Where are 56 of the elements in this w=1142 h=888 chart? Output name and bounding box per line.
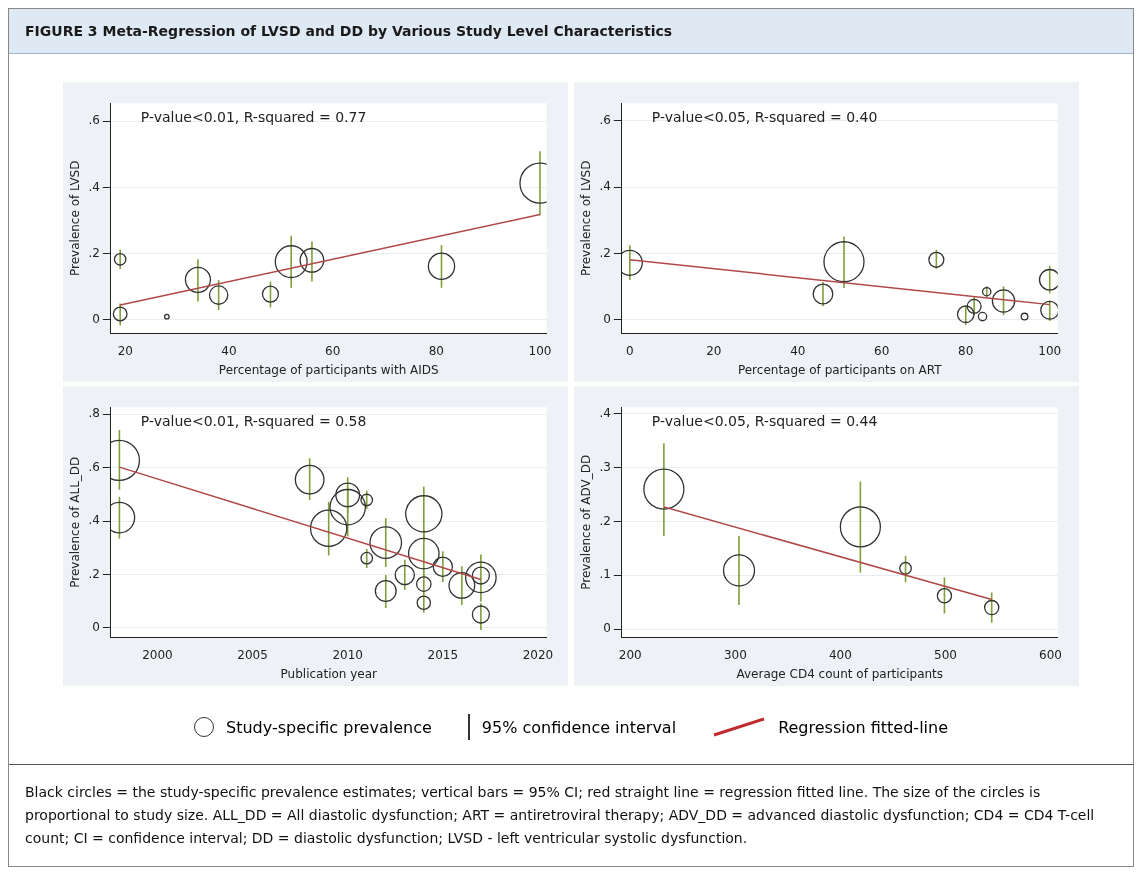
annotation: P-value<0.01, R-squared = 0.77 — [140, 108, 367, 125]
y-axis-title: Prevalence of ALL_DD — [68, 456, 83, 588]
x-tick-label: 2005 — [237, 647, 268, 662]
x-tick-label: 2015 — [427, 647, 459, 662]
x-tick-label: 80 — [958, 343, 974, 358]
y-tick-label: .6 — [88, 113, 100, 128]
x-tick-label: 600 — [1039, 647, 1063, 662]
x-axis-title: Average CD4 count of participants — [736, 666, 944, 681]
y-tick-label: 0 — [603, 621, 611, 636]
x-tick-label: 60 — [325, 343, 341, 358]
y-tick-label: 0 — [603, 312, 611, 327]
y-tick-label: .8 — [88, 406, 100, 421]
y-tick-label: .6 — [88, 459, 100, 474]
x-tick-label: 2000 — [142, 647, 173, 662]
y-tick-label: .4 — [599, 179, 611, 194]
annotation: P-value<0.05, R-squared = 0.44 — [651, 412, 878, 429]
y-tick-label: .4 — [88, 513, 100, 528]
x-axis-title: Percentage of participants with AIDS — [218, 362, 439, 377]
y-tick-label: .4 — [88, 179, 100, 194]
x-tick-label: 400 — [828, 647, 852, 662]
text: 95% confidence interval — [481, 717, 677, 737]
x-tick-label: 2020 — [522, 647, 554, 662]
x-tick-label: 20 — [706, 343, 722, 358]
x-tick-label: 500 — [934, 647, 957, 662]
x-axis-title: Percentage of participants on ART — [737, 362, 943, 377]
x-tick-label: 20 — [117, 343, 133, 358]
y-tick-label: 0 — [92, 312, 100, 327]
x-tick-label: 100 — [1038, 343, 1062, 358]
y-tick-label: 0 — [92, 619, 100, 634]
annotation: P-value<0.01, R-squared = 0.58 — [140, 412, 367, 429]
text: FIGURE 3 Meta-Regression of LVSD and DD by Various Study Level Characteristics — [9, 9, 1133, 54]
x-tick-label: 200 — [618, 647, 642, 662]
x-tick-label: 100 — [528, 343, 552, 358]
y-axis-title: Prevalence of LVSD — [68, 160, 83, 276]
text: Study-specific prevalence — [226, 717, 432, 737]
x-tick-label: 40 — [221, 343, 237, 358]
y-tick-label: .1 — [599, 567, 611, 582]
y-tick-label: .2 — [88, 566, 100, 581]
y-tick-label: .2 — [88, 245, 100, 260]
y-tick-label: .2 — [599, 513, 611, 528]
x-tick-label: 40 — [790, 343, 806, 358]
y-axis-title: Prevalence of LVSD — [579, 160, 594, 276]
x-tick-label: 300 — [723, 647, 747, 662]
y-axis-title: Prevalence of ADV_DD — [579, 454, 594, 590]
y-tick-label: .3 — [599, 459, 611, 474]
y-tick-label: .4 — [599, 405, 611, 420]
text: Regression fitted-line — [778, 717, 948, 737]
annotation: P-value<0.05, R-squared = 0.40 — [651, 108, 878, 125]
y-tick-label: .6 — [599, 112, 611, 127]
y-tick-label: .2 — [599, 245, 611, 260]
x-axis-title: Publication year — [280, 666, 378, 681]
x-tick-label: 2010 — [332, 647, 363, 662]
x-tick-label: 0 — [626, 343, 634, 358]
x-tick-label: 80 — [428, 343, 444, 358]
x-tick-label: 60 — [874, 343, 890, 358]
text: Black circles = the study-specific prevalence estimates; vertical bars = 95% CI; red straight line = regression fitted line. The size of the circles is proportional to study size. ALL_DD = All diastolic dysfunction; ART = antiretroviral therapy; ADV_DD = advanced diastolic dysfunction; CD4 = CD4 T-cell count; CI = confidence interval; DD = diastolic dysfunction; LVSD - left ventricular systolic dysfunction. — [9, 764, 1133, 867]
